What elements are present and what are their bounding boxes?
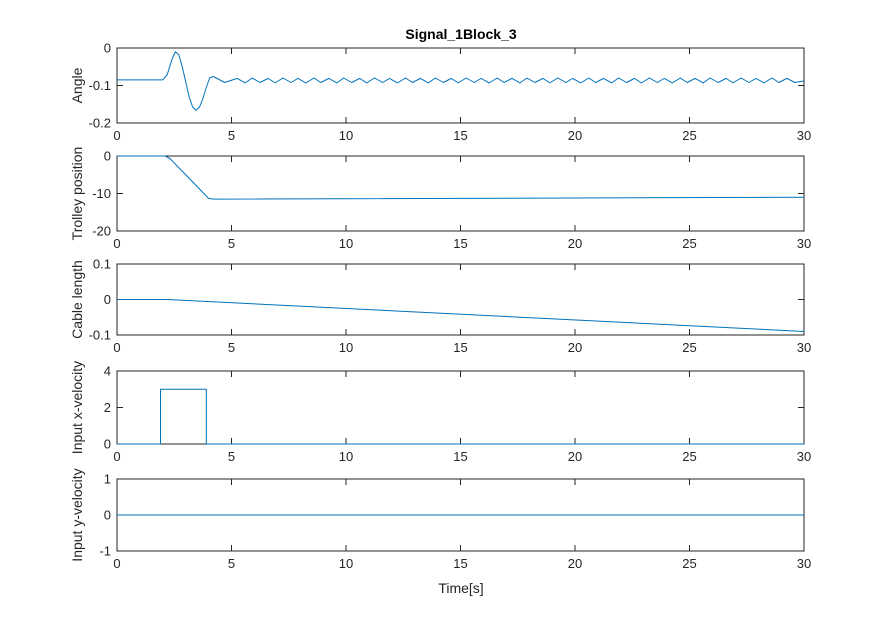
y-tick-label: 0.1: [93, 257, 111, 272]
x-tick-label: 10: [339, 449, 353, 464]
y-tick-label: -1: [99, 544, 111, 559]
x-tick-label: 20: [568, 340, 582, 355]
x-tick-label: 0: [113, 556, 120, 571]
x-tick-label: 10: [339, 556, 353, 571]
x-tick-label: 25: [682, 128, 696, 143]
y-axis-label: Trolley position: [69, 147, 85, 241]
y-axis-label: Angle: [69, 67, 85, 103]
x-tick-label: 30: [797, 556, 811, 571]
series-line: [117, 388, 804, 445]
subplot-4: 0 5 10 15 20 25 30 0 2 4 Input x-velocity: [69, 361, 811, 464]
x-tick-label: 5: [228, 340, 235, 355]
subplot-1: 0 5 10 15 20 25 30 -0.2 -0.1 0 Angle: [69, 41, 811, 144]
x-tick-label: 5: [228, 236, 235, 251]
plot-area: [116, 263, 805, 336]
y-tick-label: 1: [104, 472, 111, 487]
y-tick-label: -10: [92, 186, 111, 201]
x-tick-label: 25: [682, 556, 696, 571]
x-tick-label: 15: [453, 449, 467, 464]
x-tick-label: 15: [453, 236, 467, 251]
y-tick-label: 0: [104, 508, 111, 523]
plot-area: [116, 47, 805, 124]
x-tick-label: 15: [453, 556, 467, 571]
figure-title: Signal_1Block_3: [405, 26, 516, 42]
plot-area: [116, 155, 805, 232]
x-tick-label: 15: [453, 128, 467, 143]
y-tick-label: -0.1: [89, 78, 111, 93]
y-tick-label: 0: [104, 149, 111, 164]
x-tick-label: 20: [568, 556, 582, 571]
x-tick-label: 5: [228, 128, 235, 143]
series-line: [117, 51, 805, 111]
x-tick-label: 0: [113, 128, 120, 143]
x-tick-label: 30: [797, 236, 811, 251]
x-tick-label: 15: [453, 340, 467, 355]
x-tick-label: 5: [228, 556, 235, 571]
y-tick-label: 2: [104, 400, 111, 415]
x-tick-label: 30: [797, 340, 811, 355]
plot-area: [116, 370, 805, 445]
x-tick-label: 25: [682, 236, 696, 251]
x-tick-label: 0: [113, 340, 120, 355]
x-tick-label: 30: [797, 128, 811, 143]
y-tick-label: -0.1: [89, 328, 111, 343]
y-tick-label: -20: [92, 224, 111, 239]
x-tick-label: 10: [339, 128, 353, 143]
x-tick-label: 25: [682, 340, 696, 355]
x-tick-label: 20: [568, 236, 582, 251]
y-tick-label: -0.2: [89, 116, 111, 131]
x-axis-label: Time[s]: [438, 580, 483, 596]
y-tick-label: 0: [104, 41, 111, 56]
series-line: [117, 155, 805, 200]
y-tick-label: 0: [104, 292, 111, 307]
x-tick-label: 0: [113, 449, 120, 464]
x-tick-label: 30: [797, 449, 811, 464]
y-axis-label: Cable length: [69, 260, 85, 339]
x-tick-label: 10: [339, 340, 353, 355]
x-tick-label: 5: [228, 449, 235, 464]
x-tick-label: 25: [682, 449, 696, 464]
y-tick-label: 4: [104, 364, 111, 379]
y-axis-label: Input y-velocity: [69, 468, 85, 561]
x-tick-label: 10: [339, 236, 353, 251]
subplot-2: 0 5 10 15 20 25 30 -20 -10 0 Trolley position: [69, 147, 811, 251]
x-tick-label: 0: [113, 236, 120, 251]
y-axis-label: Input x-velocity: [69, 361, 85, 454]
x-tick-label: 20: [568, 128, 582, 143]
y-tick-label: 0: [104, 437, 111, 452]
x-tick-label: 20: [568, 449, 582, 464]
series-line: [117, 299, 805, 332]
